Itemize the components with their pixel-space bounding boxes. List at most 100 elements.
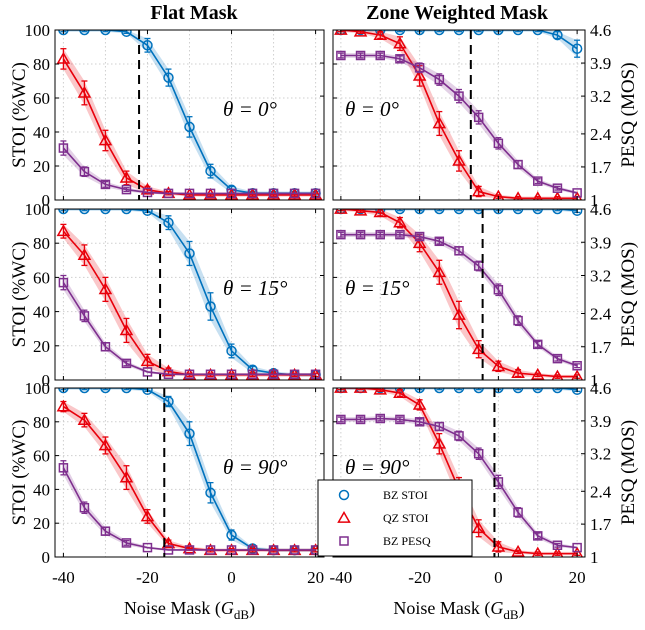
y-tick-label-right: 1 [590, 371, 599, 390]
data-point-triangle [552, 191, 563, 200]
data-point-triangle [56, 51, 71, 64]
angle-annotation: θ = 15° [345, 276, 410, 300]
data-point-square [414, 231, 425, 242]
data-point-triangle [492, 189, 505, 200]
data-point-circle [453, 388, 465, 394]
data-point-circle [434, 30, 445, 36]
legend-label: QZ STOI [383, 511, 428, 525]
data-point-triangle [182, 187, 197, 200]
y-tick-label: 20 [33, 157, 50, 176]
tick-marks [333, 29, 585, 201]
x-tick-label: -40 [330, 568, 353, 587]
y-tick-label: 60 [33, 268, 50, 287]
data-point-circle [100, 388, 111, 394]
data-point-square [473, 448, 484, 459]
data-point-square [121, 538, 132, 548]
triangle-icon [337, 510, 351, 523]
data-point-circle [512, 388, 524, 394]
data-point-circle [79, 388, 90, 394]
y-axis-labels: STOI (%WC) PESQ (MOS) STOI (%WC) PESQ (MOS)… [9, 62, 639, 525]
data-point-circle [142, 388, 153, 395]
data-point-square [100, 342, 111, 352]
data-point-circle [100, 209, 111, 215]
data-point-circle [375, 388, 386, 394]
data-point-triangle [98, 133, 113, 146]
data-point-circle [394, 209, 406, 215]
data-point-triangle [511, 366, 525, 379]
data-point-square [268, 545, 279, 555]
data-point-square [268, 369, 279, 380]
x-tick-label: -20 [136, 568, 159, 587]
data-point-circle [414, 388, 425, 394]
y-tick-label-right: 2.4 [590, 125, 612, 144]
y-tick-label: 60 [33, 89, 50, 108]
data-point-circle [205, 165, 216, 177]
legend-label: BZ STOI [383, 488, 428, 502]
data-point-circle [512, 30, 524, 36]
data-point-triangle [471, 184, 486, 197]
data-point-triangle [77, 413, 92, 425]
data-point-square [163, 188, 174, 199]
data-point-triangle [119, 470, 134, 483]
data-point-circle [79, 30, 90, 36]
y-tick-label-right: 3.9 [590, 412, 611, 431]
data-point-triangle [287, 187, 302, 200]
x-axis-label-prefix: Noise Mask ( [124, 598, 221, 619]
data-point-triangle [471, 342, 486, 355]
data-point-square [454, 246, 464, 256]
angle-annotation: θ = 0° [223, 97, 277, 121]
data-point-triangle [432, 265, 447, 278]
data-point-square [513, 507, 523, 518]
data-point-triangle [491, 359, 506, 372]
data-point-square [142, 542, 153, 553]
data-point-square [336, 414, 346, 425]
data-point-square [79, 166, 90, 177]
data-point-circle [394, 30, 406, 36]
data-point-circle [100, 30, 111, 36]
data-point-square [121, 184, 132, 195]
axes-frame [332, 29, 586, 201]
circle-icon [338, 489, 350, 501]
tick-marks [55, 208, 324, 381]
x-axis-labels: Noise Mask (GdB) Noise Mask (GdB) [124, 598, 525, 622]
data-point-square [414, 417, 425, 427]
data-point-square [336, 229, 346, 240]
y-tick-label-right: 3.2 [590, 445, 611, 464]
data-point-triangle [353, 388, 368, 393]
data-point-square [79, 311, 90, 321]
panel-r0-c0: 0 20 40 60 80 100 θ = 0° [25, 21, 325, 210]
angle-annotation: θ = 90° [345, 455, 410, 479]
data-point-circle [453, 30, 465, 36]
data-point-circle [205, 487, 216, 499]
series-group [334, 209, 584, 380]
data-point-circle [226, 345, 237, 357]
data-point-triangle [532, 191, 543, 200]
tick-marks [55, 387, 324, 558]
data-point-circle [473, 388, 484, 394]
data-point-circle [184, 121, 195, 133]
data-point-square [100, 526, 111, 536]
axes-frame [332, 208, 586, 381]
data-point-square [414, 63, 425, 73]
data-point-triangle [452, 308, 466, 320]
data-point-triangle [77, 248, 92, 261]
data-point-triangle [432, 436, 447, 449]
data-point-square [121, 358, 132, 369]
data-point-square [163, 369, 174, 380]
data-point-circle [493, 209, 504, 215]
y-tick-label: 0 [42, 191, 51, 210]
data-point-triangle [77, 85, 92, 98]
data-point-square [572, 542, 582, 553]
data-point-square [58, 463, 69, 473]
data-point-square [184, 188, 195, 199]
data-point-circle [184, 428, 195, 439]
panel-r0-c1: 1 1.7 2.4 3.2 3.9 4.6 θ = 0° [332, 21, 612, 210]
y-tick-label: 60 [33, 447, 50, 466]
x-tick-label: -40 [52, 568, 75, 587]
data-point-triangle [571, 546, 584, 557]
data-point-circle [205, 301, 216, 312]
data-point-triangle [119, 323, 134, 336]
data-point-circle [493, 388, 504, 394]
data-point-triangle [393, 215, 407, 228]
